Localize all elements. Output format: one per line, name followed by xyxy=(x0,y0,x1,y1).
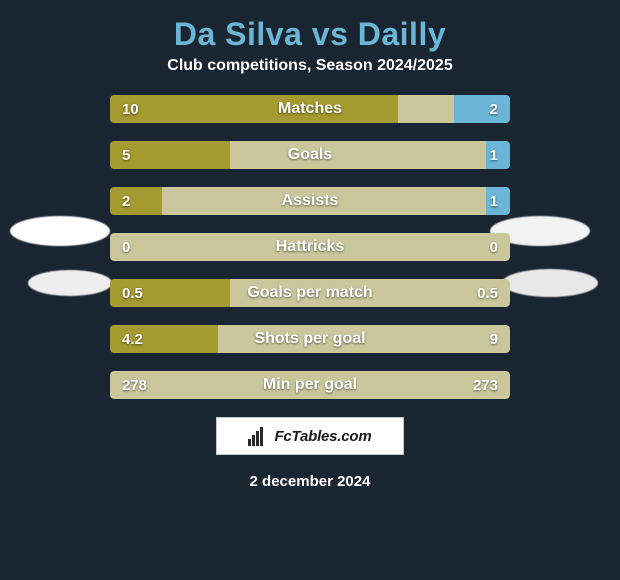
stat-row: 278273Min per goal xyxy=(110,371,510,399)
value-left: 5 xyxy=(122,141,130,169)
value-right: 0 xyxy=(490,233,498,261)
stat-row: 51Goals xyxy=(110,141,510,169)
value-right: 273 xyxy=(473,371,498,399)
bar-left xyxy=(110,187,162,215)
value-left: 278 xyxy=(122,371,147,399)
avatar-placeholder xyxy=(10,216,110,246)
value-left: 2 xyxy=(122,187,130,215)
stat-row: 21Assists xyxy=(110,187,510,215)
chart-area: 102Matches51Goals21Assists00Hattricks0.5… xyxy=(0,95,620,399)
stat-row: 00Hattricks xyxy=(110,233,510,261)
value-left: 0 xyxy=(122,233,130,261)
stat-row: 4.29Shots per goal xyxy=(110,325,510,353)
avatar-placeholder xyxy=(28,270,112,296)
bar-track xyxy=(110,187,510,215)
attribution-box: FcTables.com xyxy=(216,417,404,455)
value-left: 0.5 xyxy=(122,279,143,307)
value-right: 0.5 xyxy=(477,279,498,307)
comparison-infographic: Da Silva vs Dailly Club competitions, Se… xyxy=(0,0,620,580)
stat-row: 0.50.5Goals per match xyxy=(110,279,510,307)
value-right: 1 xyxy=(490,187,498,215)
stat-rows: 102Matches51Goals21Assists00Hattricks0.5… xyxy=(110,95,510,399)
bars-icon xyxy=(248,426,268,446)
value-left: 4.2 xyxy=(122,325,143,353)
value-right: 9 xyxy=(490,325,498,353)
bar-left xyxy=(110,95,398,123)
date-text: 2 december 2024 xyxy=(0,473,620,490)
attribution-text: FcTables.com xyxy=(274,428,371,445)
page-title: Da Silva vs Dailly xyxy=(0,10,620,57)
bar-right xyxy=(454,95,510,123)
avatar-placeholder xyxy=(502,269,598,297)
value-right: 2 xyxy=(490,95,498,123)
value-right: 1 xyxy=(490,141,498,169)
stat-row: 102Matches xyxy=(110,95,510,123)
bar-track xyxy=(110,371,510,399)
bar-track xyxy=(110,233,510,261)
page-subtitle: Club competitions, Season 2024/2025 xyxy=(0,57,620,95)
value-left: 10 xyxy=(122,95,139,123)
